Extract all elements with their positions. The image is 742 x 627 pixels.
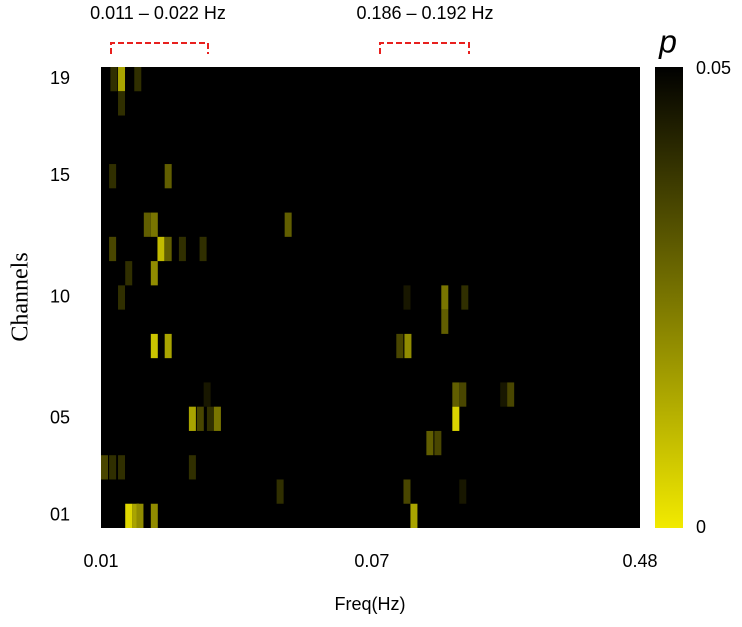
- heatmap-cell: [164, 236, 172, 262]
- colorbar-label: p: [658, 23, 677, 59]
- x-axis-label: Freq(Hz): [335, 594, 406, 614]
- heatmap-cell: [150, 261, 158, 286]
- heatmap-cell: [426, 430, 434, 456]
- heatmap-cell: [118, 67, 126, 92]
- colorbar-tick-label: 0.05: [696, 58, 731, 78]
- heatmap-cell: [441, 285, 449, 310]
- annotation: 0.186 – 0.192 Hz: [356, 3, 493, 23]
- heatmap-cell: [125, 261, 133, 286]
- heatmap-cell: [164, 333, 172, 359]
- heatmap-cell: [203, 382, 211, 407]
- heatmap-cell: [507, 382, 515, 407]
- heatmap-cell: [150, 333, 158, 359]
- y-tick-label: 10: [50, 286, 70, 306]
- plot-background: [101, 67, 640, 528]
- heatmap-cell: [150, 503, 158, 528]
- heatmap-cell: [500, 382, 508, 407]
- heatmap-cell: [403, 479, 411, 504]
- colorbar: [655, 67, 683, 528]
- heatmap-cell: [196, 406, 204, 431]
- heatmap-cell: [143, 212, 151, 237]
- heatmap-cell: [150, 212, 158, 237]
- heatmap-cell: [188, 455, 196, 480]
- annotation: 0.011 – 0.022 Hz: [90, 3, 226, 23]
- heatmap-cell: [188, 406, 196, 431]
- heatmap-cell: [452, 406, 460, 431]
- x-tick-label: 0.48: [622, 551, 657, 571]
- heatmap-cell: [410, 503, 418, 528]
- heatmap-cell: [110, 67, 118, 92]
- heatmap-cell: [109, 236, 117, 262]
- heatmap-cell: [199, 236, 207, 262]
- heatmap-cell: [441, 309, 449, 334]
- heatmap-cell: [459, 479, 467, 504]
- heatmap-cell: [157, 236, 165, 262]
- y-tick-label: 19: [50, 68, 70, 88]
- heatmap-cell: [136, 503, 144, 528]
- heatmap-cell: [461, 285, 469, 310]
- heatmap-cell: [404, 333, 412, 359]
- heatmap-cell: [125, 503, 133, 528]
- heatmap-cell: [134, 67, 142, 92]
- heatmap-cell: [276, 479, 284, 504]
- heatmap-cell: [396, 333, 404, 359]
- heatmap-cell: [118, 455, 126, 480]
- heatmap-cell: [452, 382, 460, 407]
- heatmap-cell: [109, 164, 117, 189]
- y-tick-label: 05: [50, 408, 70, 428]
- y-tick-label: 01: [50, 505, 70, 525]
- heatmap-cell: [459, 382, 467, 407]
- heatmap-cell: [206, 406, 214, 431]
- heatmap-cell: [164, 164, 172, 189]
- y-axis-label: Channels: [8, 252, 34, 341]
- bracket: [379, 42, 470, 54]
- x-tick-label: 0.01: [83, 551, 118, 571]
- y-tick-label: 15: [50, 165, 70, 185]
- heatmap-cell: [132, 503, 140, 528]
- heatmap-cell: [284, 212, 292, 237]
- heatmap-cell: [118, 91, 126, 116]
- heatmap-cell: [118, 285, 126, 310]
- heatmap-cell: [213, 406, 221, 431]
- x-tick-label: 0.07: [354, 551, 389, 571]
- heatmap-cell: [178, 236, 186, 262]
- heatmap-cell: [101, 455, 108, 480]
- heatmap-cell: [403, 285, 411, 310]
- heatmap-cell: [109, 455, 117, 480]
- colorbar-tick-label: 0: [696, 517, 706, 537]
- heatmap-cell: [434, 430, 442, 456]
- bracket: [110, 42, 209, 54]
